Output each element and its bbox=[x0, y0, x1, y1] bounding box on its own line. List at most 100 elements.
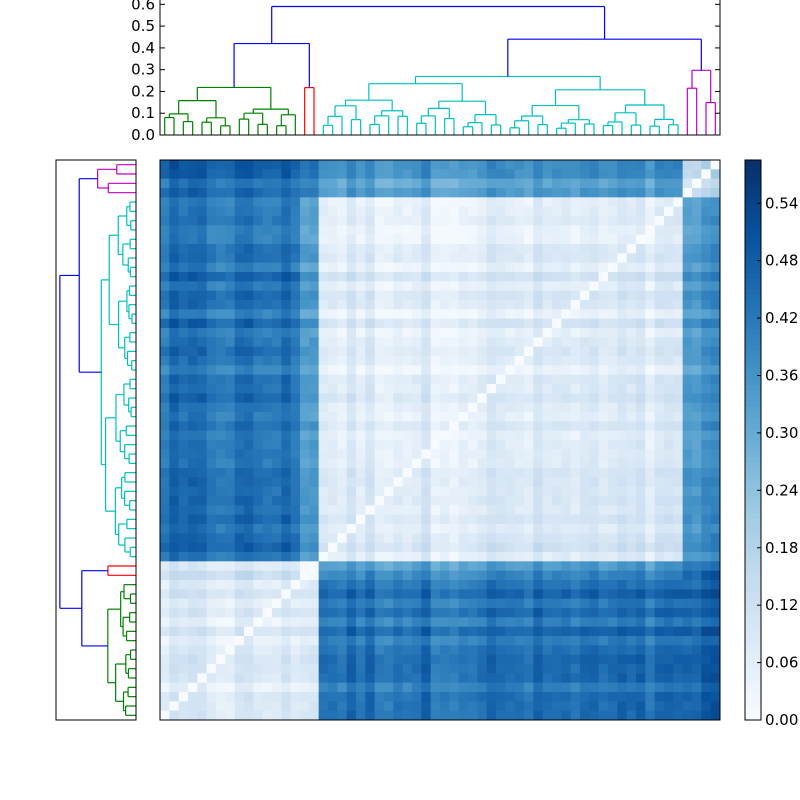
heatmap-cell bbox=[402, 346, 413, 357]
heatmap-cell bbox=[318, 244, 329, 254]
heatmap-cell bbox=[598, 374, 609, 385]
heatmap-cell bbox=[542, 496, 553, 506]
heatmap-cell bbox=[636, 570, 646, 581]
heatmap-cell bbox=[206, 496, 217, 506]
heatmap-cell bbox=[234, 654, 245, 665]
heatmap-cell bbox=[692, 402, 702, 413]
heatmap-cell bbox=[608, 692, 618, 702]
heatmap-cell bbox=[505, 234, 516, 245]
heatmap-cell bbox=[169, 561, 180, 572]
heatmap-cell bbox=[552, 673, 562, 684]
heatmap-cell bbox=[617, 309, 628, 320]
heatmap-cell bbox=[300, 645, 310, 656]
heatmap-cell bbox=[188, 458, 198, 469]
heatmap-cell bbox=[664, 552, 674, 562]
heatmap-cell bbox=[542, 393, 553, 404]
heatmap-cell bbox=[552, 692, 562, 702]
heatmap-cell bbox=[206, 346, 217, 357]
heatmap-cell bbox=[440, 160, 450, 170]
heatmap-cell bbox=[346, 486, 357, 497]
heatmap-cell bbox=[421, 552, 432, 562]
heatmap-cell bbox=[701, 580, 712, 590]
heatmap-cell bbox=[253, 374, 264, 385]
heatmap-cell bbox=[570, 346, 581, 357]
heatmap-cell bbox=[234, 206, 245, 217]
heatmap-cell bbox=[552, 244, 562, 254]
heatmap-cell bbox=[692, 412, 702, 422]
heatmap-cell bbox=[244, 673, 254, 684]
heatmap-cell bbox=[458, 645, 469, 656]
heatmap-cell bbox=[356, 160, 366, 170]
heatmap-cell bbox=[645, 216, 656, 226]
heatmap-cell bbox=[272, 570, 282, 581]
heatmap-cell bbox=[346, 673, 357, 684]
heatmap-cell bbox=[253, 701, 264, 712]
heatmap-cell bbox=[505, 710, 516, 721]
heatmap-cell bbox=[710, 309, 721, 320]
heatmap-cell bbox=[188, 188, 198, 198]
heatmap-cell bbox=[430, 290, 441, 301]
heatmap-cell bbox=[356, 561, 366, 572]
heatmap-cell bbox=[206, 505, 217, 516]
heatmap-cell bbox=[626, 234, 637, 245]
heatmap-cell bbox=[309, 580, 320, 590]
heatmap-cell bbox=[253, 430, 264, 441]
heatmap-cell bbox=[225, 430, 236, 441]
heatmap-cell bbox=[542, 309, 553, 320]
heatmap-cell bbox=[384, 496, 394, 506]
heatmap-cell bbox=[682, 692, 693, 702]
heatmap-cell bbox=[542, 346, 553, 357]
heatmap-cell bbox=[692, 458, 702, 469]
heatmap-cell bbox=[206, 412, 217, 422]
heatmap-cell bbox=[692, 486, 702, 497]
heatmap-cell bbox=[281, 346, 292, 357]
heatmap-cell bbox=[449, 421, 460, 432]
heatmap-cell bbox=[160, 580, 170, 590]
heatmap-cell bbox=[710, 692, 721, 702]
heatmap-cell bbox=[636, 449, 646, 460]
heatmap-cell bbox=[309, 570, 320, 581]
heatmap-cell bbox=[206, 458, 217, 469]
heatmap-cell bbox=[449, 598, 460, 609]
heatmap-cell bbox=[664, 169, 674, 180]
heatmap-cell bbox=[253, 328, 264, 338]
heatmap-cell bbox=[496, 300, 506, 310]
heatmap-cell bbox=[533, 608, 544, 618]
heatmap-cell bbox=[589, 206, 600, 217]
heatmap-cell bbox=[318, 542, 329, 553]
heatmap-cell bbox=[514, 216, 525, 226]
heatmap-cell bbox=[542, 468, 553, 478]
heatmap-cell bbox=[262, 440, 273, 450]
heatmap-cell bbox=[225, 673, 236, 684]
heatmap-cell bbox=[412, 636, 422, 646]
heatmap-cell bbox=[300, 701, 310, 712]
heatmap-cell bbox=[533, 524, 544, 534]
heatmap-cell bbox=[496, 542, 506, 553]
heatmap-cell bbox=[374, 318, 385, 329]
heatmap-cell bbox=[598, 664, 609, 674]
heatmap-cell bbox=[496, 318, 506, 329]
heatmap-cell bbox=[505, 692, 516, 702]
heatmap-cell bbox=[486, 384, 497, 394]
heatmap-cell bbox=[440, 477, 450, 488]
heatmap-cell bbox=[626, 496, 637, 506]
heatmap-cell bbox=[598, 393, 609, 404]
heatmap-cell bbox=[216, 561, 226, 572]
heatmap-cell bbox=[458, 412, 469, 422]
heatmap-cell bbox=[524, 272, 534, 282]
heatmap-cell bbox=[244, 468, 254, 478]
heatmap-cell bbox=[468, 402, 478, 413]
heatmap-cell bbox=[346, 505, 357, 516]
heatmap-cell bbox=[626, 710, 637, 721]
heatmap-cell bbox=[281, 514, 292, 525]
heatmap-cell bbox=[402, 701, 413, 712]
heatmap-cell bbox=[710, 430, 721, 441]
heatmap-cell bbox=[589, 542, 600, 553]
heatmap-cell bbox=[598, 561, 609, 572]
heatmap-cell bbox=[514, 468, 525, 478]
heatmap-cell bbox=[412, 290, 422, 301]
heatmap-cell bbox=[673, 673, 684, 684]
heatmap-cell bbox=[309, 318, 320, 329]
heatmap-cell bbox=[673, 384, 684, 394]
heatmap-cell bbox=[701, 626, 712, 637]
